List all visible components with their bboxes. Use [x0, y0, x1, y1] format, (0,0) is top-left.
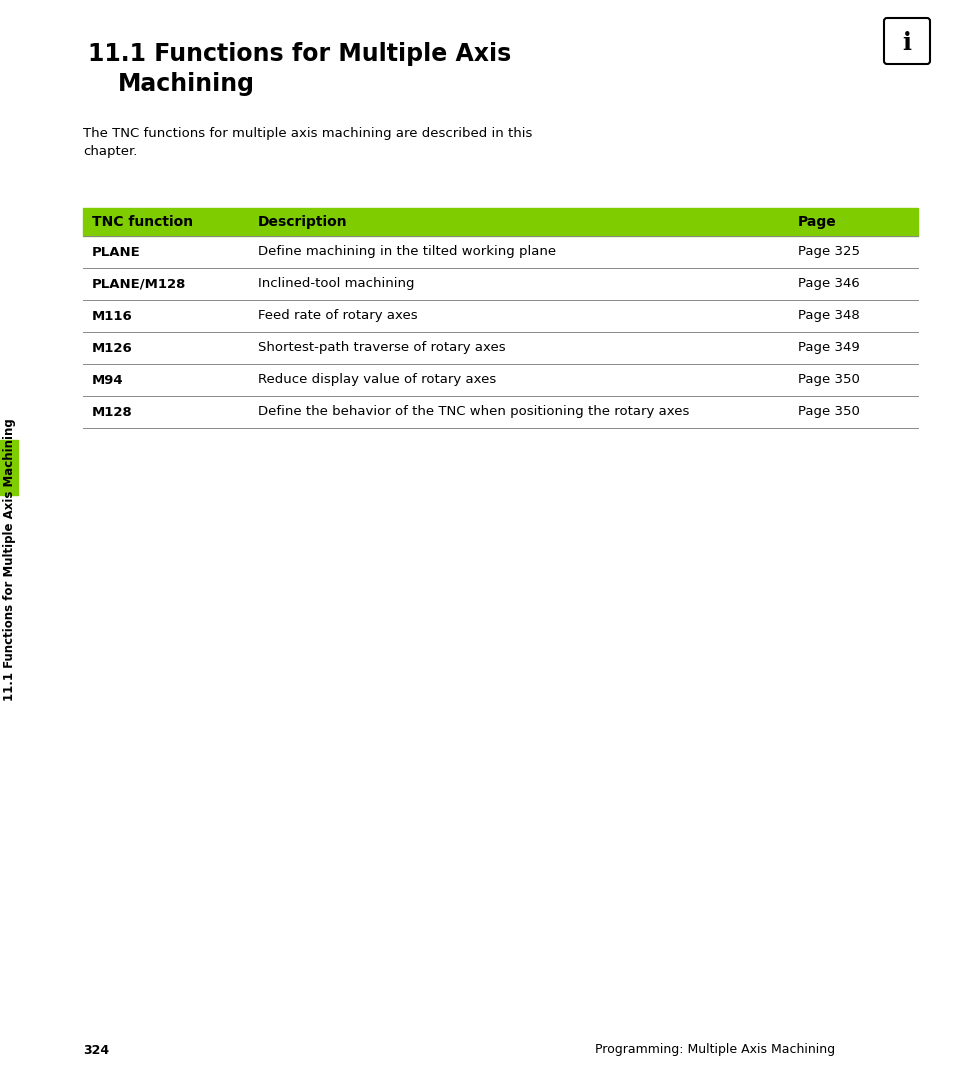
Text: Page 348: Page 348 [797, 310, 859, 323]
Bar [0, 440, 18, 495]
Text: Reduce display value of rotary axes: Reduce display value of rotary axes [257, 373, 496, 386]
Text: Page 325: Page 325 [797, 245, 859, 259]
Text: M116: M116 [91, 310, 132, 323]
Text: M126: M126 [91, 341, 132, 355]
Text: M94: M94 [91, 373, 124, 386]
Text: PLANE/M128: PLANE/M128 [91, 277, 186, 290]
Text: 11.1 Functions for Multiple Axis Machining: 11.1 Functions for Multiple Axis Machini… [4, 419, 16, 702]
Text: Feed rate of rotary axes: Feed rate of rotary axes [257, 310, 417, 323]
Text: Define machining in the tilted working plane: Define machining in the tilted working p… [257, 245, 556, 259]
Text: Page 350: Page 350 [797, 373, 859, 386]
FancyBboxPatch shape [883, 17, 929, 64]
Text: TNC function: TNC function [91, 215, 193, 229]
Text: Programming: Multiple Axis Machining: Programming: Multiple Axis Machining [595, 1043, 834, 1056]
Text: i: i [902, 31, 910, 55]
Text: Page: Page [797, 215, 836, 229]
Text: Define the behavior of the TNC when positioning the rotary axes: Define the behavior of the TNC when posi… [257, 406, 689, 419]
Bar [83, 208, 917, 236]
Text: Description: Description [257, 215, 347, 229]
Text: Shortest-path traverse of rotary axes: Shortest-path traverse of rotary axes [257, 341, 505, 355]
Text: 324: 324 [83, 1043, 109, 1056]
Text: Page 350: Page 350 [797, 406, 859, 419]
Text: Page 346: Page 346 [797, 277, 859, 290]
Text: Page 349: Page 349 [797, 341, 859, 355]
Text: PLANE: PLANE [91, 245, 141, 259]
Text: The TNC functions for multiple axis machining are described in this
chapter.: The TNC functions for multiple axis mach… [83, 127, 532, 158]
Text: 11.1 Functions for Multiple Axis: 11.1 Functions for Multiple Axis [88, 41, 511, 65]
Text: Machining: Machining [118, 72, 254, 96]
Text: M128: M128 [91, 406, 132, 419]
Text: Inclined-tool machining: Inclined-tool machining [257, 277, 414, 290]
